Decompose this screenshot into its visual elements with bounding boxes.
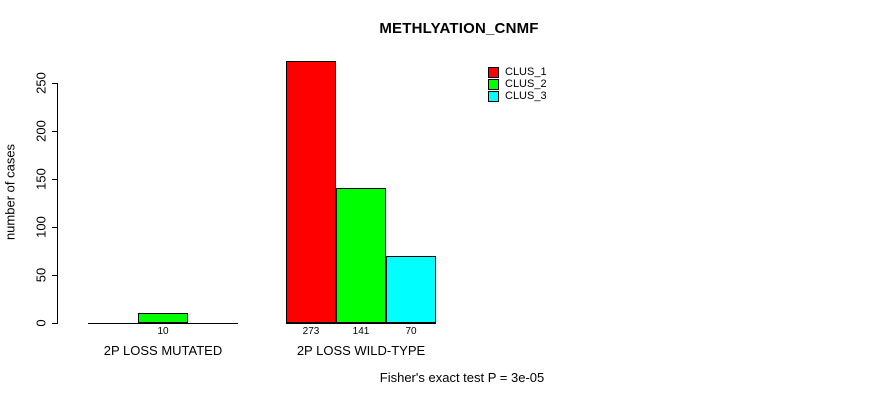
bar-value-label-clus-2-2p-loss-wild-type: 141 xyxy=(352,326,370,337)
legend-label-clus-2: CLUS_2 xyxy=(505,78,547,90)
bar-clus-1-2p-loss-wild-type xyxy=(286,60,336,323)
y-tick xyxy=(52,131,57,132)
legend-item-clus-1: CLUS_1 xyxy=(488,66,547,78)
legend-swatch-clus-2 xyxy=(488,78,499,90)
legend: CLUS_1 CLUS_2 CLUS_3 xyxy=(488,66,547,102)
bar-clus-2-2p-loss-wild-type xyxy=(336,187,386,323)
x-axis-segment-2p-loss-wild-type xyxy=(286,323,436,324)
legend-item-clus-2: CLUS_2 xyxy=(488,78,547,90)
y-tick-label: 250 xyxy=(33,72,49,94)
bar-clus-2-2p-loss-mutated xyxy=(138,313,188,323)
stat-annotation: Fisher's exact test P = 3e-05 xyxy=(379,370,545,385)
y-tick-label: 100 xyxy=(33,216,49,238)
bar-value-label-clus-3-2p-loss-wild-type: 70 xyxy=(405,326,417,337)
x-axis-segment-2p-loss-mutated xyxy=(88,323,238,324)
y-axis-title: number of cases xyxy=(2,143,18,241)
y-tick xyxy=(52,83,57,84)
y-axis-line xyxy=(57,83,58,324)
y-tick-label: 200 xyxy=(33,120,49,142)
category-label-2p-loss-mutated: 2P LOSS MUTATED xyxy=(103,343,223,358)
chart-title: METHLYATION_CNMF xyxy=(379,20,539,37)
legend-swatch-clus-3 xyxy=(488,90,499,102)
bar-clus-3-2p-loss-wild-type xyxy=(386,255,436,323)
y-tick xyxy=(52,179,57,180)
y-tick xyxy=(52,275,57,276)
category-label-2p-loss-wild-type: 2P LOSS WILD-TYPE xyxy=(296,343,426,358)
legend-label-clus-1: CLUS_1 xyxy=(505,66,547,78)
y-tick xyxy=(52,323,57,324)
bar-value-label-clus-1-2p-loss-wild-type: 273 xyxy=(302,326,320,337)
y-tick xyxy=(52,227,57,228)
bar-value-label-clus-2-2p-loss-mutated: 10 xyxy=(157,326,169,337)
y-tick-label: 150 xyxy=(33,168,49,190)
y-tick-label: 0 xyxy=(33,319,49,327)
legend-item-clus-3: CLUS_3 xyxy=(488,90,547,102)
legend-swatch-clus-1 xyxy=(488,66,499,78)
legend-label-clus-3: CLUS_3 xyxy=(505,90,547,102)
y-tick-label: 50 xyxy=(33,267,49,283)
